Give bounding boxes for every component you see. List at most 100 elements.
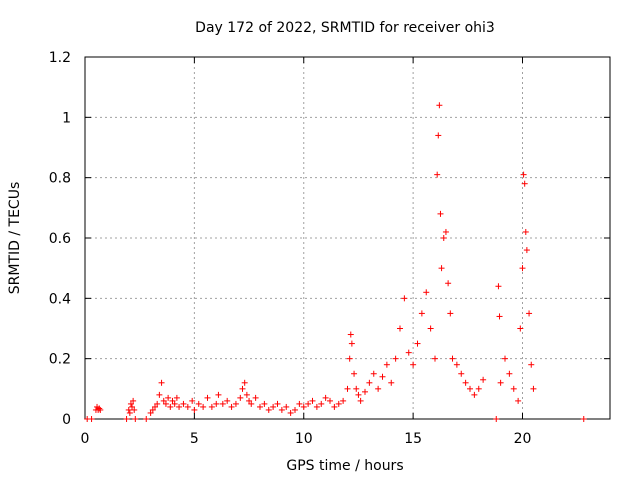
data-point xyxy=(497,379,504,386)
data-point xyxy=(445,280,452,287)
data-point xyxy=(224,397,231,404)
data-point xyxy=(127,400,134,407)
data-point xyxy=(296,400,303,407)
data-point xyxy=(88,416,95,422)
y-axis-label: SRMTID / TECUs xyxy=(7,182,23,295)
data-point xyxy=(510,385,517,392)
data-point xyxy=(471,391,478,398)
data-point xyxy=(375,385,382,392)
data-point xyxy=(195,400,202,407)
data-point xyxy=(440,235,447,241)
data-point xyxy=(458,370,465,377)
grid xyxy=(85,57,610,419)
y-tick-label: 0.2 xyxy=(49,352,71,368)
data-point xyxy=(160,397,167,404)
data-point xyxy=(522,228,529,235)
data-point xyxy=(318,400,325,407)
data-point xyxy=(423,289,430,296)
data-point xyxy=(167,403,174,410)
data-point xyxy=(436,102,443,109)
data-point xyxy=(495,283,502,290)
data-point xyxy=(515,397,522,404)
data-point xyxy=(397,325,403,332)
x-axis-label: GPS time / hours xyxy=(286,458,403,474)
data-point xyxy=(340,397,347,404)
data-point xyxy=(351,370,358,377)
data-point xyxy=(388,379,395,386)
data-point xyxy=(162,400,169,407)
data-point xyxy=(506,370,513,377)
data-point xyxy=(239,385,246,392)
data-point xyxy=(392,355,399,362)
data-point xyxy=(357,397,364,404)
x-tick-label: 0 xyxy=(81,431,90,447)
data-point xyxy=(176,403,183,410)
data-point xyxy=(265,406,272,413)
data-point xyxy=(496,313,503,320)
data-point xyxy=(200,403,207,410)
y-tick-label: 0.4 xyxy=(49,291,71,307)
data-point xyxy=(379,373,386,380)
data-point xyxy=(405,349,412,356)
data-point xyxy=(480,376,487,383)
data-point xyxy=(237,394,244,401)
data-point xyxy=(309,397,316,404)
data-point xyxy=(449,355,456,362)
data-point xyxy=(261,400,268,407)
data-point xyxy=(169,397,176,404)
data-point xyxy=(287,409,294,416)
data-point xyxy=(171,400,178,407)
data-point xyxy=(435,132,442,139)
data-point xyxy=(530,385,537,392)
y-tick-label: 1 xyxy=(62,110,71,126)
data-point xyxy=(528,361,535,368)
data-point xyxy=(241,379,248,386)
data-point xyxy=(130,397,137,404)
data-point xyxy=(143,416,150,422)
data-point xyxy=(252,394,259,401)
data-point xyxy=(335,400,342,407)
data-point xyxy=(313,403,320,410)
data-point xyxy=(526,310,533,317)
data-point xyxy=(401,295,408,302)
data-point xyxy=(438,265,445,272)
y-tick-label: 0.8 xyxy=(49,171,71,187)
data-point xyxy=(204,394,211,401)
data-point xyxy=(370,370,377,377)
y-tick-label: 0.6 xyxy=(49,231,71,247)
data-point xyxy=(355,391,362,398)
data-point xyxy=(327,397,333,404)
data-point xyxy=(520,171,527,178)
data-point xyxy=(300,403,307,410)
y-tick-label: 0 xyxy=(62,412,71,428)
data-point xyxy=(432,355,438,362)
data-point xyxy=(243,391,250,398)
axis-ticks: 0 5 10 15 20 0 0.2 0.4 0.6 0.8 1 1.2 xyxy=(49,50,610,447)
x-tick-label: 5 xyxy=(190,431,199,447)
data-point xyxy=(270,403,277,410)
data-point xyxy=(191,406,198,413)
data-point xyxy=(97,406,104,413)
data-point xyxy=(322,394,329,401)
data-point xyxy=(257,403,263,410)
data-point xyxy=(305,400,312,407)
data-point xyxy=(131,406,138,413)
x-tick-label: 20 xyxy=(514,431,532,447)
data-point xyxy=(410,361,417,368)
x-tick-label: 15 xyxy=(404,431,422,447)
data-point xyxy=(189,397,196,404)
data-point xyxy=(123,416,130,422)
data-point xyxy=(427,325,434,332)
data-point xyxy=(344,385,351,392)
data-point xyxy=(228,403,235,410)
data-point xyxy=(158,379,165,386)
data-point xyxy=(156,391,163,398)
data-point xyxy=(462,379,469,386)
data-point xyxy=(248,400,255,407)
data-point xyxy=(475,385,482,392)
data-point xyxy=(347,331,354,338)
data-point xyxy=(442,228,449,235)
data-point xyxy=(517,325,524,332)
